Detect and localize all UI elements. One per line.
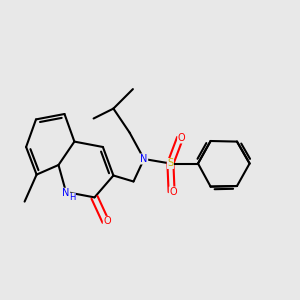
Text: N: N (62, 188, 70, 198)
Text: N: N (140, 154, 148, 164)
Text: S: S (167, 158, 173, 169)
Text: O: O (103, 216, 111, 226)
Text: O: O (178, 133, 185, 143)
Text: H: H (69, 193, 76, 202)
Text: O: O (169, 187, 177, 197)
